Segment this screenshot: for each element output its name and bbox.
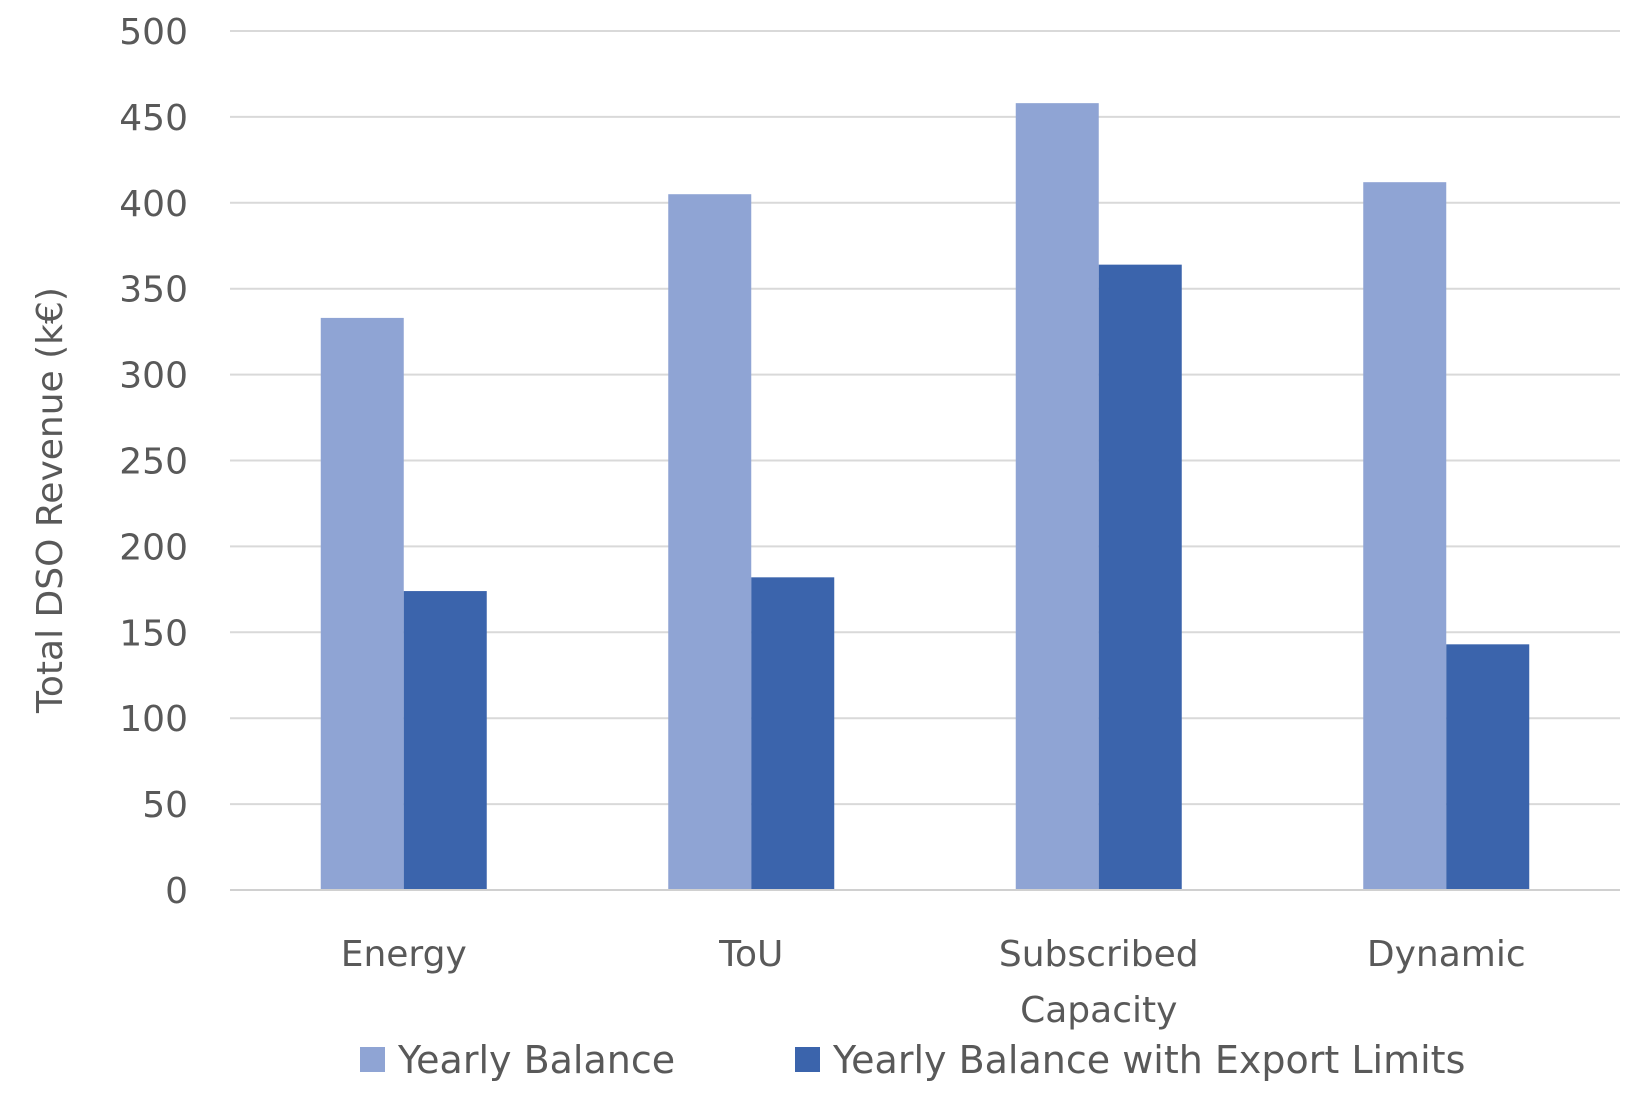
- bar-yearly-balance-1: [668, 194, 752, 890]
- legend-label: Yearly Balance: [397, 1038, 675, 1082]
- bar-yearly-balance-export-limits-3: [1446, 644, 1530, 890]
- category-label: Dynamic: [1367, 934, 1526, 975]
- y-tick-label: 200: [119, 527, 188, 568]
- y-tick-label: 450: [119, 98, 188, 139]
- bar-yearly-balance-0: [320, 317, 404, 890]
- y-tick-label: 500: [119, 12, 188, 53]
- y-tick-label: 400: [119, 184, 188, 225]
- legend-swatch: [795, 1047, 820, 1072]
- y-axis-title: Total DSO Revenue (k€): [30, 287, 71, 714]
- bars: [320, 103, 1530, 890]
- y-tick-label: 350: [119, 270, 188, 311]
- category-label: Capacity: [1020, 990, 1177, 1031]
- legend: Yearly Balance Yearly Balance with Export…: [360, 1038, 1465, 1082]
- bar-yearly-balance-3: [1363, 182, 1447, 890]
- bar-yearly-balance-2: [1015, 103, 1099, 890]
- y-tick-label: 150: [119, 613, 188, 654]
- category-label: Subscribed: [999, 934, 1199, 975]
- x-axis-categories: Energy ToU Subscribed Capacity Dynamic: [341, 934, 1526, 1031]
- legend-swatch: [360, 1047, 385, 1072]
- bar-yearly-balance-export-limits-2: [1098, 264, 1182, 890]
- bar-yearly-balance-export-limits-1: [751, 577, 835, 890]
- y-tick-label: 50: [142, 785, 188, 826]
- y-tick-label: 100: [119, 699, 188, 740]
- category-label: Energy: [341, 934, 467, 975]
- y-tick-label: 300: [119, 356, 188, 397]
- category-label: ToU: [718, 934, 783, 975]
- y-tick-label: 250: [119, 442, 188, 483]
- y-tick-label: 0: [165, 871, 188, 912]
- bar-yearly-balance-export-limits-0: [403, 591, 487, 890]
- legend-label: Yearly Balance with Export Limits: [832, 1038, 1465, 1082]
- y-axis-ticks: 0 50 100 150 200 250 300 350 400 450 500: [119, 12, 188, 912]
